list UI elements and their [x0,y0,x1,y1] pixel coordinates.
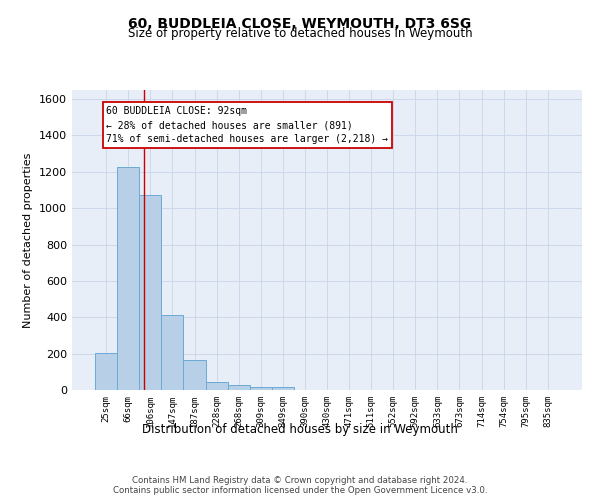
Text: 60 BUDDLEIA CLOSE: 92sqm
← 28% of detached houses are smaller (891)
71% of semi-: 60 BUDDLEIA CLOSE: 92sqm ← 28% of detach… [106,106,388,144]
Bar [95,352,117,390]
Text: Distribution of detached houses by size in Weymouth: Distribution of detached houses by size … [142,422,458,436]
Y-axis label: Number of detached properties: Number of detached properties [23,152,34,328]
Bar [161,316,184,390]
Text: 60, BUDDLEIA CLOSE, WEYMOUTH, DT3 6SG: 60, BUDDLEIA CLOSE, WEYMOUTH, DT3 6SG [128,18,472,32]
Bar [184,360,206,390]
Bar [117,168,139,390]
Bar [206,382,227,390]
Bar [250,387,272,390]
Bar [139,194,161,390]
Bar [227,385,250,390]
Bar [272,388,294,390]
Text: Contains HM Land Registry data © Crown copyright and database right 2024.
Contai: Contains HM Land Registry data © Crown c… [113,476,487,495]
Text: Size of property relative to detached houses in Weymouth: Size of property relative to detached ho… [128,28,472,40]
